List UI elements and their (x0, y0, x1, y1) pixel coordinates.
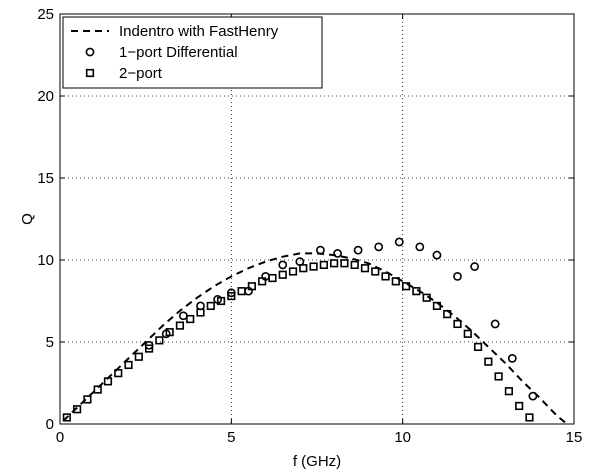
circle-point (507, 353, 517, 363)
square-point (175, 321, 185, 330)
square-point (453, 319, 462, 329)
y-tick-label: 0 (46, 416, 54, 433)
legend-entry: Indentro with FastHenry (71, 23, 279, 40)
square-point (258, 277, 267, 286)
legend-marker-sample (85, 68, 95, 78)
square-point (227, 291, 236, 301)
circle-point (453, 271, 462, 281)
square-point (299, 264, 308, 273)
y-tick-label: 20 (37, 88, 54, 105)
square-point (525, 413, 534, 422)
square-point (340, 259, 349, 268)
square-point (422, 293, 431, 302)
circle-point (278, 260, 288, 270)
plot-frame (59, 13, 575, 425)
y-tick-label: 15 (37, 170, 54, 187)
legend-entry: 1−port Differential (85, 44, 238, 61)
square-point (93, 385, 102, 394)
y-tick-label: 5 (46, 334, 54, 351)
square-point (309, 262, 318, 271)
square-point (494, 372, 503, 381)
square-point (504, 387, 513, 396)
legend-label: Indentro with FastHenry (119, 23, 279, 40)
series-layer (62, 237, 568, 425)
square-point (73, 405, 82, 414)
legend-label: 1−port Differential (119, 44, 238, 61)
square-point (432, 301, 442, 311)
square-point (288, 267, 298, 276)
circle-point (490, 319, 500, 329)
square-point (134, 352, 143, 361)
series-line (62, 252, 568, 425)
square-point (114, 369, 123, 378)
legend-box (62, 16, 323, 89)
square-point (463, 329, 472, 338)
square-point (515, 401, 524, 411)
square-point (237, 287, 246, 296)
square-point (319, 260, 328, 270)
square-point (247, 282, 256, 291)
square-point (443, 310, 452, 319)
y-tick-label: 10 (37, 252, 54, 269)
grid (60, 14, 574, 424)
circle-point (432, 250, 442, 260)
square-point (412, 287, 421, 296)
square-point (473, 342, 483, 352)
square-point (186, 314, 195, 324)
square-point (144, 344, 154, 353)
square-point (206, 301, 215, 311)
circle-point (415, 242, 425, 252)
square-point (155, 336, 164, 345)
ticks: 0 5 10 15 0 5 10 15 20 25 (37, 6, 582, 446)
series-0 (62, 252, 568, 425)
square-point (103, 377, 113, 386)
square-point (401, 282, 411, 291)
square-point (330, 259, 339, 268)
legend-label: 2−port (119, 65, 163, 82)
square-point (83, 395, 92, 404)
circle-point (528, 391, 538, 401)
square-point (484, 357, 493, 366)
legend-entry: 2−port (85, 65, 163, 82)
square-point (391, 277, 400, 286)
y-tick-label: 25 (37, 6, 54, 23)
y-axis-label: Q (19, 213, 36, 225)
circle-point (353, 245, 363, 255)
x-axis-label: f (GHz) (293, 453, 341, 470)
legend: Indentro with FastHenry 1−port Differenti… (62, 16, 323, 89)
x-tick-label: 10 (394, 429, 411, 446)
circle-point (374, 242, 384, 252)
circle-point (470, 262, 480, 271)
x-tick-label: 15 (566, 429, 583, 446)
series-2 (62, 259, 534, 422)
circle-point (316, 245, 325, 255)
square-point (350, 260, 359, 270)
square-point (216, 296, 226, 306)
square-point (124, 360, 133, 370)
x-tick-label: 0 (56, 429, 64, 446)
square-point (268, 273, 277, 283)
circle-point (394, 237, 404, 247)
square-point (278, 270, 287, 279)
square-point (360, 264, 370, 273)
square-point (165, 328, 174, 337)
circle-point (178, 311, 188, 321)
square-point (381, 272, 390, 281)
square-point (371, 267, 380, 276)
square-point (62, 413, 71, 422)
legend-marker-sample (85, 47, 95, 57)
square-point (196, 308, 205, 317)
x-tick-label: 5 (227, 429, 235, 446)
circle-point (333, 249, 342, 258)
